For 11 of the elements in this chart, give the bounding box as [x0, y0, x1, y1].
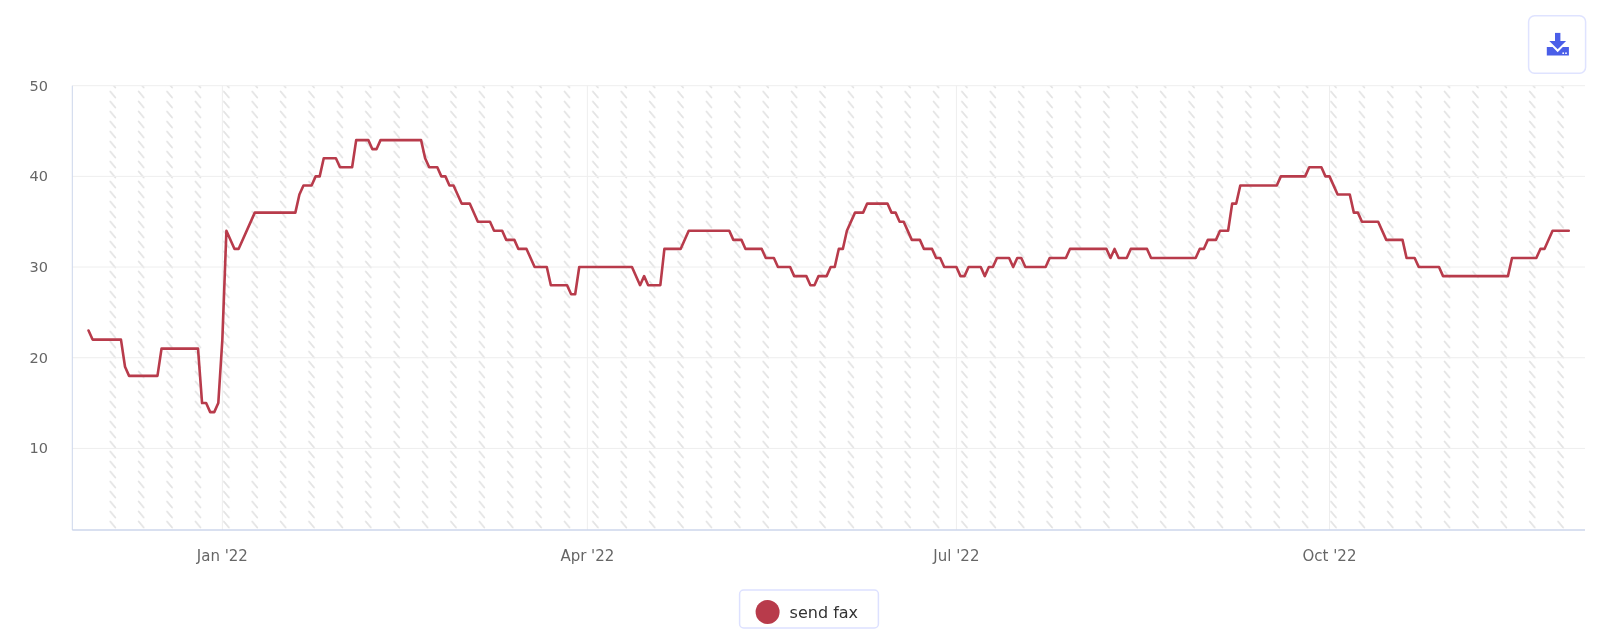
x-tick-label: Apr '22 [560, 547, 615, 565]
y-tick-label: 10 [29, 440, 48, 457]
x-tick-label: Oct '22 [1302, 547, 1357, 565]
y-tick-label: 40 [29, 168, 48, 185]
y-tick-label: 30 [29, 259, 48, 276]
x-tick-label: Jan '22 [195, 547, 248, 565]
x-tick-label: Jul '22 [932, 547, 980, 565]
y-tick-label: 50 [29, 77, 48, 94]
legend-label: send fax [789, 602, 859, 622]
line-series [87, 138, 1571, 414]
y-tick-label: 20 [29, 349, 48, 366]
